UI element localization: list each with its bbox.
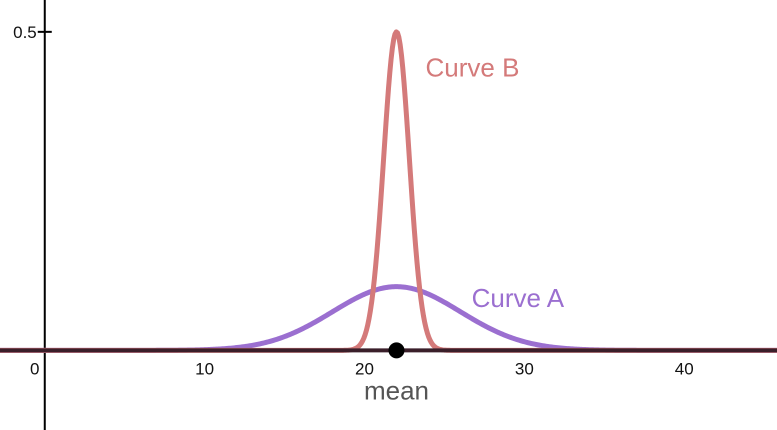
- mean-point: [388, 342, 405, 359]
- curve-b-label: Curve B: [425, 52, 519, 82]
- x-tick-label: 40: [675, 359, 694, 378]
- x-tick-label: 10: [195, 359, 214, 378]
- x-tick-label: 20: [355, 359, 374, 378]
- curve-a-label: Curve A: [472, 283, 565, 313]
- curve-a-line: [0, 284, 777, 353]
- x-tick-label: 30: [515, 359, 534, 378]
- y-tick-label: 0.5: [13, 23, 37, 42]
- curve-b-line: [0, 29, 777, 353]
- mean-label: mean: [364, 375, 429, 405]
- x-tick-label: 0: [30, 359, 39, 378]
